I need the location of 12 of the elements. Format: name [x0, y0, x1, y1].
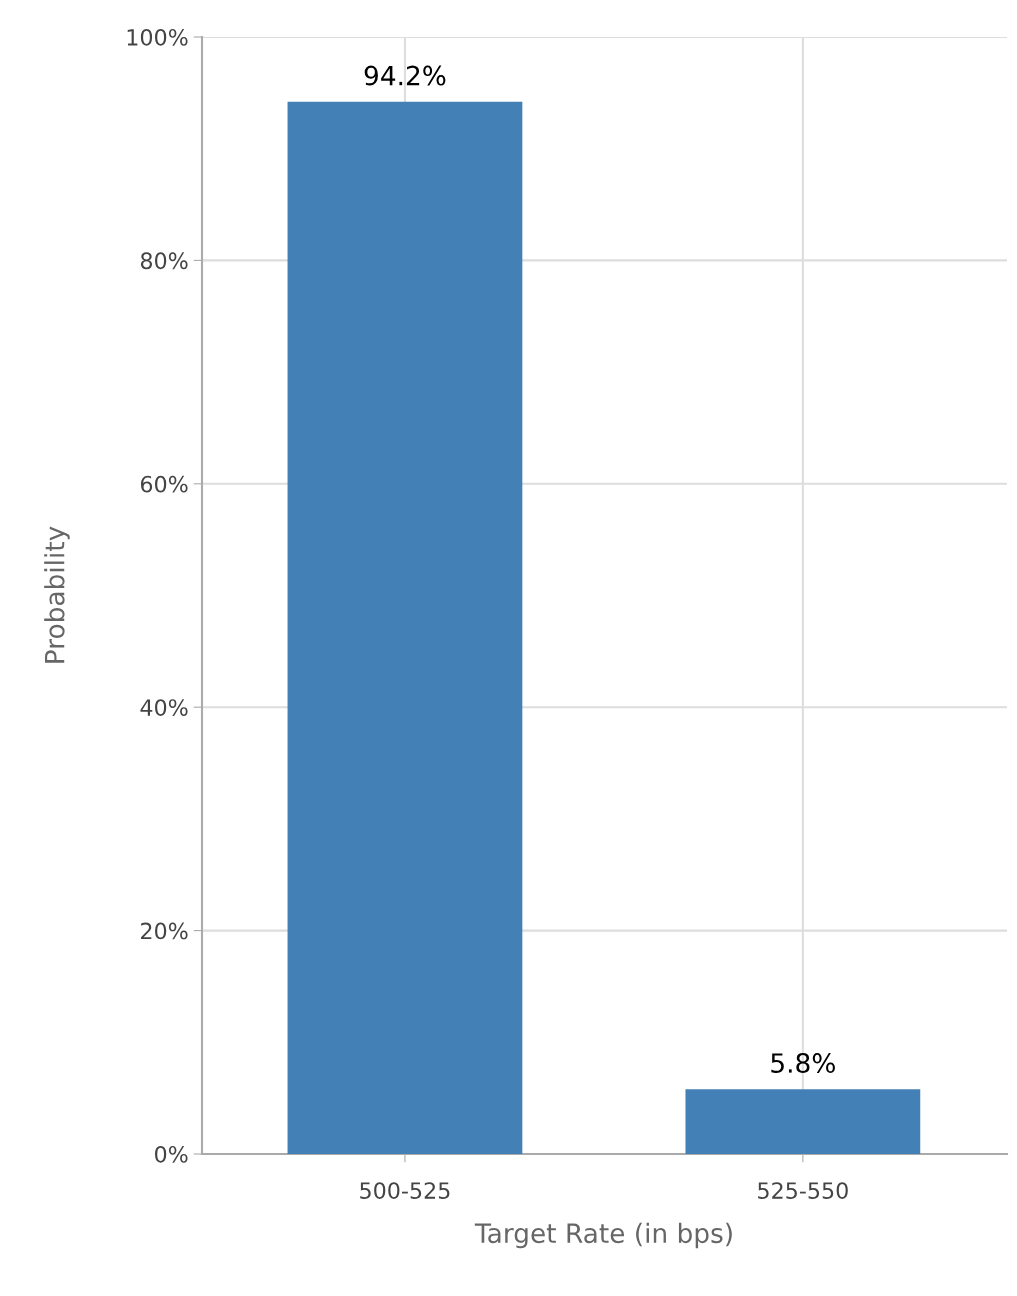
x-tick-label: 500-525 [360, 1182, 450, 1199]
y-axis-title: Probability [44, 526, 70, 663]
y-tick-label: 80% [140, 252, 188, 270]
data-label: 5.8% [771, 1053, 835, 1073]
x-axis-title: Target Rate (in bps) [474, 1222, 732, 1249]
y-tick-label: 40% [140, 699, 188, 716]
y-tick-label: 0% [155, 1145, 188, 1163]
y-tick-label: 20% [141, 922, 188, 940]
x-tick-label: 525-550 [758, 1182, 848, 1199]
data-label: 94.2% [364, 65, 446, 86]
y-tick-label: 100% [127, 28, 188, 46]
y-tick-label: 60% [140, 475, 188, 493]
